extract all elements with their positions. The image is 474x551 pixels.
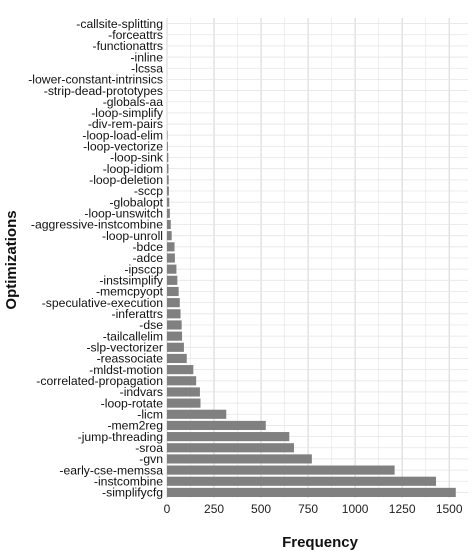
bar-adce bbox=[167, 253, 175, 263]
category-label: -strip-dead-prototypes bbox=[44, 84, 163, 98]
category-label: -ipsccp bbox=[124, 262, 163, 276]
category-label: -inline bbox=[130, 50, 163, 64]
bars bbox=[167, 130, 456, 497]
category-label: -loop-load-elim bbox=[82, 128, 163, 142]
category-label: -mem2reg bbox=[107, 419, 163, 433]
bar-loop-unswitch bbox=[167, 208, 170, 218]
category-label: -instcombine bbox=[94, 474, 163, 488]
category-label: -indvars bbox=[120, 385, 163, 399]
bar-speculative-execution bbox=[167, 298, 180, 308]
category-label: -tailcallelim bbox=[103, 329, 163, 343]
bar-mldst-motion bbox=[167, 365, 194, 375]
category-label: -simplifycfg bbox=[102, 486, 163, 500]
bar-early-cse-memssa bbox=[167, 465, 395, 475]
bar-loop-load-elim bbox=[167, 130, 168, 140]
category-label: -lcssa bbox=[131, 61, 163, 75]
x-tick-labels: 0 250 500 750 1000 1250 1500 bbox=[164, 502, 463, 516]
bar-tailcallelim bbox=[167, 331, 183, 341]
x-tick-label: 750 bbox=[298, 502, 318, 516]
category-label: -loop-unswitch bbox=[84, 207, 163, 221]
bar-loop-vectorize bbox=[167, 141, 168, 151]
category-label: -loop-rotate bbox=[101, 396, 164, 410]
bar-sccp bbox=[167, 186, 169, 196]
bar-licm bbox=[167, 409, 227, 419]
category-label: -early-cse-memssa bbox=[59, 463, 163, 477]
bar-indvars bbox=[167, 387, 200, 397]
bar-correlated-propagation bbox=[167, 376, 197, 386]
category-label: -lower-constant-intrinsics bbox=[28, 73, 163, 87]
category-label: -jump-threading bbox=[78, 430, 163, 444]
bar-globalopt bbox=[167, 197, 170, 207]
category-label: -sroa bbox=[135, 441, 163, 455]
bar-ipsccp bbox=[167, 264, 177, 274]
category-label: -loop-simplify bbox=[91, 106, 164, 120]
category-label: -instsimplify bbox=[99, 274, 164, 288]
category-label: -dse bbox=[139, 318, 163, 332]
bar-loop-rotate bbox=[167, 398, 201, 408]
category-label: -memcpyopt bbox=[96, 285, 164, 299]
bar-inferattrs bbox=[167, 309, 181, 319]
category-label: -inferattrs bbox=[112, 307, 163, 321]
bar-loop-sink bbox=[167, 152, 169, 163]
bar-jump-threading bbox=[167, 432, 290, 442]
bar-mem2reg bbox=[167, 420, 266, 431]
bar-aggressive-instcombine bbox=[167, 219, 171, 230]
category-label: -aggressive-instcombine bbox=[31, 218, 163, 232]
category-label: -functionattrs bbox=[93, 39, 163, 53]
category-label: -sccp bbox=[134, 184, 163, 198]
category-labels: -callsite-splitting-forceattrs-functiona… bbox=[28, 17, 164, 500]
category-label: -reassociate bbox=[97, 352, 164, 366]
category-label: -loop-sink bbox=[110, 151, 164, 165]
bar-loop-unroll bbox=[167, 231, 172, 241]
bar-dse bbox=[167, 320, 182, 330]
category-label: -loop-deletion bbox=[89, 173, 163, 187]
category-label: -mldst-motion bbox=[89, 363, 163, 377]
x-tick-label: 1500 bbox=[436, 502, 463, 516]
category-label: -callsite-splitting bbox=[76, 17, 163, 31]
category-label: -speculative-execution bbox=[42, 296, 163, 310]
category-label: -licm bbox=[137, 407, 163, 421]
category-label: -gvn bbox=[139, 452, 163, 466]
category-label: -globals-aa bbox=[103, 95, 164, 109]
grid-lines bbox=[166, 18, 468, 498]
bar-gvn bbox=[167, 454, 312, 464]
x-tick-label: 1000 bbox=[342, 502, 369, 516]
x-tick-label: 500 bbox=[251, 502, 271, 516]
bar-simplifycfg bbox=[167, 487, 456, 497]
category-label: -forceattrs bbox=[108, 28, 163, 42]
category-label: -div-rem-pairs bbox=[88, 117, 163, 131]
category-label: -loop-idiom bbox=[103, 162, 163, 176]
category-label: -slp-vectorizer bbox=[86, 341, 163, 355]
category-label: -correlated-propagation bbox=[36, 374, 163, 388]
bar-bdce bbox=[167, 242, 175, 252]
bar-reassociate bbox=[167, 353, 187, 364]
bar-memcpyopt bbox=[167, 286, 179, 297]
bar-instcombine bbox=[167, 476, 437, 486]
x-tick-label: 250 bbox=[204, 502, 224, 516]
x-tick-label: 0 bbox=[164, 502, 171, 516]
bar-instsimplify bbox=[167, 275, 178, 285]
category-label: -loop-unroll bbox=[102, 229, 163, 243]
bar-slp-vectorizer bbox=[167, 342, 184, 352]
bar-loop-deletion bbox=[167, 175, 169, 185]
x-axis-title: Frequency bbox=[282, 534, 359, 551]
category-label: -loop-vectorize bbox=[83, 140, 163, 154]
bar-loop-idiom bbox=[167, 164, 169, 174]
x-tick-label: 1250 bbox=[389, 502, 416, 516]
category-label: -adce bbox=[133, 251, 164, 265]
category-label: -bdce bbox=[133, 240, 164, 254]
category-label: -globalopt bbox=[109, 195, 163, 209]
y-axis-title: Optimizations bbox=[3, 210, 20, 309]
bar-sroa bbox=[167, 443, 294, 453]
